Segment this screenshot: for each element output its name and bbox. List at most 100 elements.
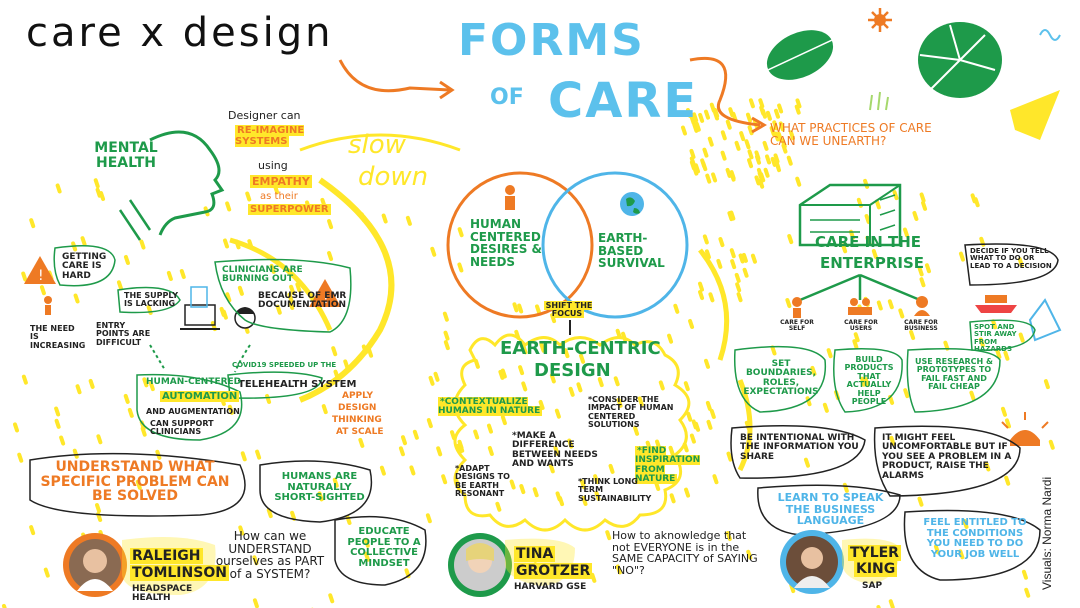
yellow-dash <box>773 131 780 142</box>
earth-bullet-6: *THINK LONG TERM SUSTAINABILITY <box>578 477 652 503</box>
yellow-dash <box>54 418 61 429</box>
earth-bullet-3: *make a difference between NEEDS and WAN… <box>512 431 598 470</box>
yellow-dash <box>225 292 232 303</box>
yellow-dash <box>605 530 612 541</box>
yellow-dash <box>978 337 985 348</box>
yellow-dash <box>726 451 733 462</box>
yellow-dash <box>667 333 674 344</box>
telehealth-outline <box>227 371 323 399</box>
yellow-dash <box>803 457 810 468</box>
yellow-dash <box>400 435 407 446</box>
yellow-dash <box>343 359 350 370</box>
practices-question: WHAT PRACTICES OF CARE CAN WE UNEARTH? <box>770 121 932 148</box>
yellow-dash <box>412 429 419 440</box>
yellow-dash <box>148 381 155 392</box>
yellow-dash <box>921 200 928 211</box>
yellow-dash <box>673 303 680 314</box>
yellow-dash <box>142 377 149 388</box>
yellow-dash <box>718 237 725 248</box>
yellow-dash <box>88 378 95 389</box>
yellow-dash <box>729 210 736 221</box>
yellow-dash <box>810 365 817 376</box>
yellow-dash <box>742 267 749 278</box>
designer-can-text: Designer can <box>228 109 301 122</box>
laptop-icon <box>180 286 220 330</box>
shift-focus-text: SHIFT THE FOCUS <box>538 301 598 319</box>
products-text: BUILD PRODUCTS THAT ACTUALLY HELP PEOPLE <box>844 355 894 406</box>
yellow-dash <box>539 342 546 353</box>
speaker1-first: RALEIGH <box>130 548 203 564</box>
yellow-dash <box>747 149 754 160</box>
yellow-dash <box>123 254 130 265</box>
yellow-dash <box>746 549 753 560</box>
yellow-dash <box>245 191 252 202</box>
yellow-dash <box>266 508 273 519</box>
yellow-dash <box>786 155 793 166</box>
brand-title: care x design <box>26 10 334 56</box>
decide-text: Decide if you TELL what to do or LEAD to… <box>970 247 1052 270</box>
superpower-highlight: SUPERPOWER <box>248 204 331 215</box>
intentional-outline <box>730 425 866 479</box>
yellow-dash <box>919 277 926 288</box>
yellow-dash <box>93 178 100 189</box>
title-care: CARE <box>548 73 699 129</box>
business-icon <box>914 296 930 316</box>
yellow-dash <box>29 218 36 229</box>
entitled-outline <box>903 509 1041 581</box>
yellow-dash <box>871 249 878 260</box>
superpower-text: SUPERPOWER <box>248 204 331 216</box>
head-lines-icon <box>118 199 152 241</box>
yellow-dash <box>917 266 924 277</box>
yellow-curve-arrow <box>298 177 395 403</box>
yellow-dash <box>1048 439 1055 450</box>
yellow-dash <box>456 443 463 454</box>
yellow-dash <box>705 173 712 184</box>
yellow-dash <box>734 140 741 151</box>
yellow-dash <box>295 282 302 293</box>
yellow-dash <box>563 348 570 359</box>
yellow-dash <box>758 178 765 189</box>
yellow-dash <box>21 271 28 282</box>
yellow-dash <box>758 98 765 109</box>
yellow-dash <box>538 399 545 410</box>
yellow-dash <box>55 183 62 194</box>
yellow-dash <box>548 463 555 474</box>
yellow-dash <box>748 98 755 109</box>
grass-icon <box>869 91 889 111</box>
ship-icon <box>975 295 1017 313</box>
speaker3-portrait <box>780 530 844 594</box>
yellow-dash <box>288 299 295 310</box>
yellow-dash <box>1 603 7 608</box>
alarm-icon <box>1010 430 1040 446</box>
yellow-dash <box>698 281 705 292</box>
yellow-dash <box>744 139 751 150</box>
speaker3-org: SAP <box>862 581 883 591</box>
yellow-dash <box>615 564 622 575</box>
yellow-dash <box>425 513 432 524</box>
yellow-dash <box>984 461 991 472</box>
yellow-dash <box>519 484 526 495</box>
educate-outline <box>334 515 427 586</box>
yellow-dash <box>433 371 440 382</box>
yellow-dash <box>747 125 754 136</box>
yellow-dash <box>457 439 464 450</box>
earth-bullet-1: *CONTEXTUALIZE HUMANS in NATURE <box>438 397 548 417</box>
yellow-dash <box>785 298 792 309</box>
yellow-dash <box>762 140 769 151</box>
yellow-dash <box>579 479 586 490</box>
yellow-dash <box>96 434 103 445</box>
yellow-dash <box>240 451 247 462</box>
yellow-dash <box>426 418 433 429</box>
yellow-dash <box>750 253 757 264</box>
yellow-dash <box>518 365 525 376</box>
getting-care-text: Getting CARE is HARD <box>62 252 107 281</box>
yellow-dash <box>17 452 24 463</box>
automation-highlight: AUTOMATION <box>160 391 240 402</box>
yellow-dash <box>704 109 711 120</box>
yellow-dash <box>720 150 727 161</box>
yellow-dash <box>287 292 294 303</box>
yellow-dash <box>252 598 259 608</box>
spot-text: SPOT AND STIR AWAY FROM HAZARDS <box>974 323 1017 354</box>
title-forms: FORMS <box>458 15 645 66</box>
yellow-dash <box>747 158 754 169</box>
